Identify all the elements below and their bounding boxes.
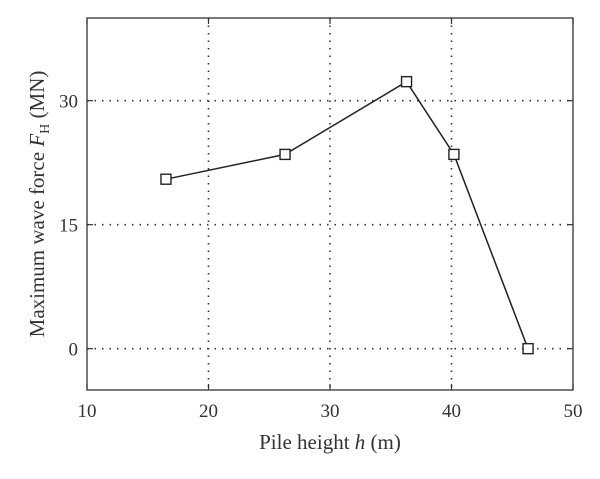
y-tick-label: 15 bbox=[59, 216, 78, 237]
y-tick-label: 30 bbox=[59, 92, 78, 113]
y-axis-title: Maximum wave force FH (MN) bbox=[25, 71, 53, 338]
y-tick-labels: 0 15 30 bbox=[59, 92, 78, 361]
x-tick-labels: 10 20 30 40 50 bbox=[78, 401, 583, 422]
x-tick-label: 30 bbox=[321, 401, 340, 422]
x-tick-label: 50 bbox=[564, 401, 583, 422]
grid bbox=[87, 18, 573, 390]
data-point-marker bbox=[448, 148, 460, 161]
data-point-marker bbox=[522, 342, 534, 355]
x-tick-label: 10 bbox=[78, 401, 97, 422]
x-tick-label: 20 bbox=[199, 401, 218, 422]
plot-frame bbox=[86, 17, 574, 391]
y-tick-label: 0 bbox=[69, 340, 79, 361]
x-tick-label: 40 bbox=[442, 401, 461, 422]
data-point-marker bbox=[279, 148, 291, 161]
data-series bbox=[160, 75, 534, 355]
data-point-marker bbox=[400, 75, 413, 88]
x-axis-title: Pile height h (m) bbox=[259, 430, 401, 454]
data-point-marker bbox=[160, 173, 172, 185]
series-line bbox=[165, 80, 529, 349]
